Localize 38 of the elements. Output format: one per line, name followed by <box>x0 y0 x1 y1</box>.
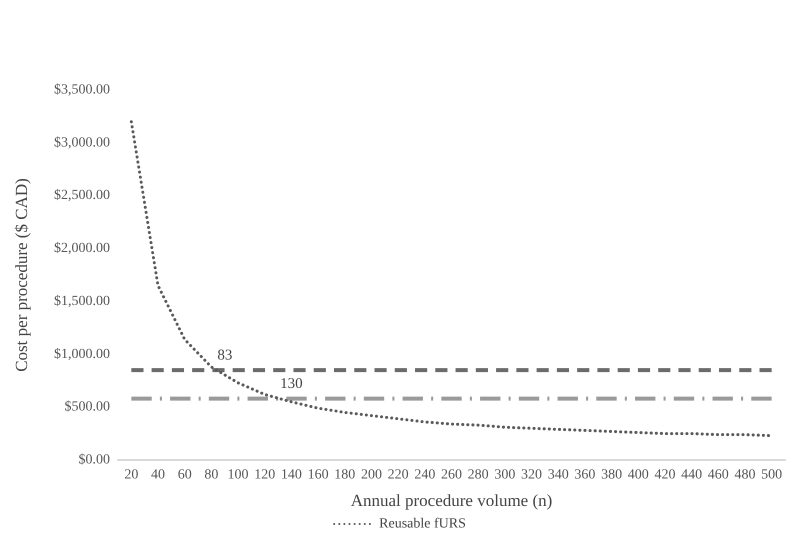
y-tick-label: $500.00 <box>64 400 110 415</box>
x-tick-label: 220 <box>388 468 409 482</box>
x-tick-label: 400 <box>628 468 649 482</box>
x-tick-label: 120 <box>254 468 276 482</box>
x-tick-label: 200 <box>360 468 382 482</box>
x-tick-label: 300 <box>494 468 516 482</box>
x-tick-label: 380 <box>601 468 622 482</box>
y-tick-label: $0.00 <box>78 452 110 468</box>
x-tick-label: 20 <box>124 468 138 482</box>
x-tick-label: 420 <box>654 468 676 482</box>
x-tick-label: 460 <box>708 468 729 482</box>
x-tick-label: 180 <box>334 468 356 482</box>
x-axis-title: Annual procedure volume (n) <box>350 491 552 510</box>
x-tick-label: 40 <box>151 468 166 482</box>
x-tick-label: 480 <box>734 468 756 482</box>
x-tick-label: 320 <box>521 468 542 482</box>
x-tick-label: 80 <box>204 468 218 482</box>
y-axis-title: Cost per procedure ($ CAD) <box>12 178 31 372</box>
x-tick-label: 500 <box>761 468 782 482</box>
x-tick-label: 280 <box>468 468 489 482</box>
x-tick-label: 240 <box>414 468 436 482</box>
legend-label: Reusable fURS <box>379 516 466 532</box>
annotation: 83 <box>217 348 232 364</box>
y-tick-label: $3,500.00 <box>54 82 110 98</box>
x-tick-label: 340 <box>548 468 569 482</box>
x-tick-label: 100 <box>228 468 249 482</box>
y-tick-label: $2,500.00 <box>54 188 110 204</box>
x-tick-label: 160 <box>308 468 329 482</box>
y-tick-label: $1,000.00 <box>54 346 110 362</box>
annotation: 130 <box>280 376 303 392</box>
y-tick-label: $3,000.00 <box>54 135 110 150</box>
x-tick-label: 440 <box>681 468 702 482</box>
x-tick-label: 140 <box>280 468 302 482</box>
y-tick-label: $1,500.00 <box>54 294 110 309</box>
x-tick-label: 60 <box>178 468 192 482</box>
y-tick-label: $2,000.00 <box>54 241 110 256</box>
x-tick-label: 260 <box>441 468 462 482</box>
x-tick-label: 360 <box>574 468 596 482</box>
